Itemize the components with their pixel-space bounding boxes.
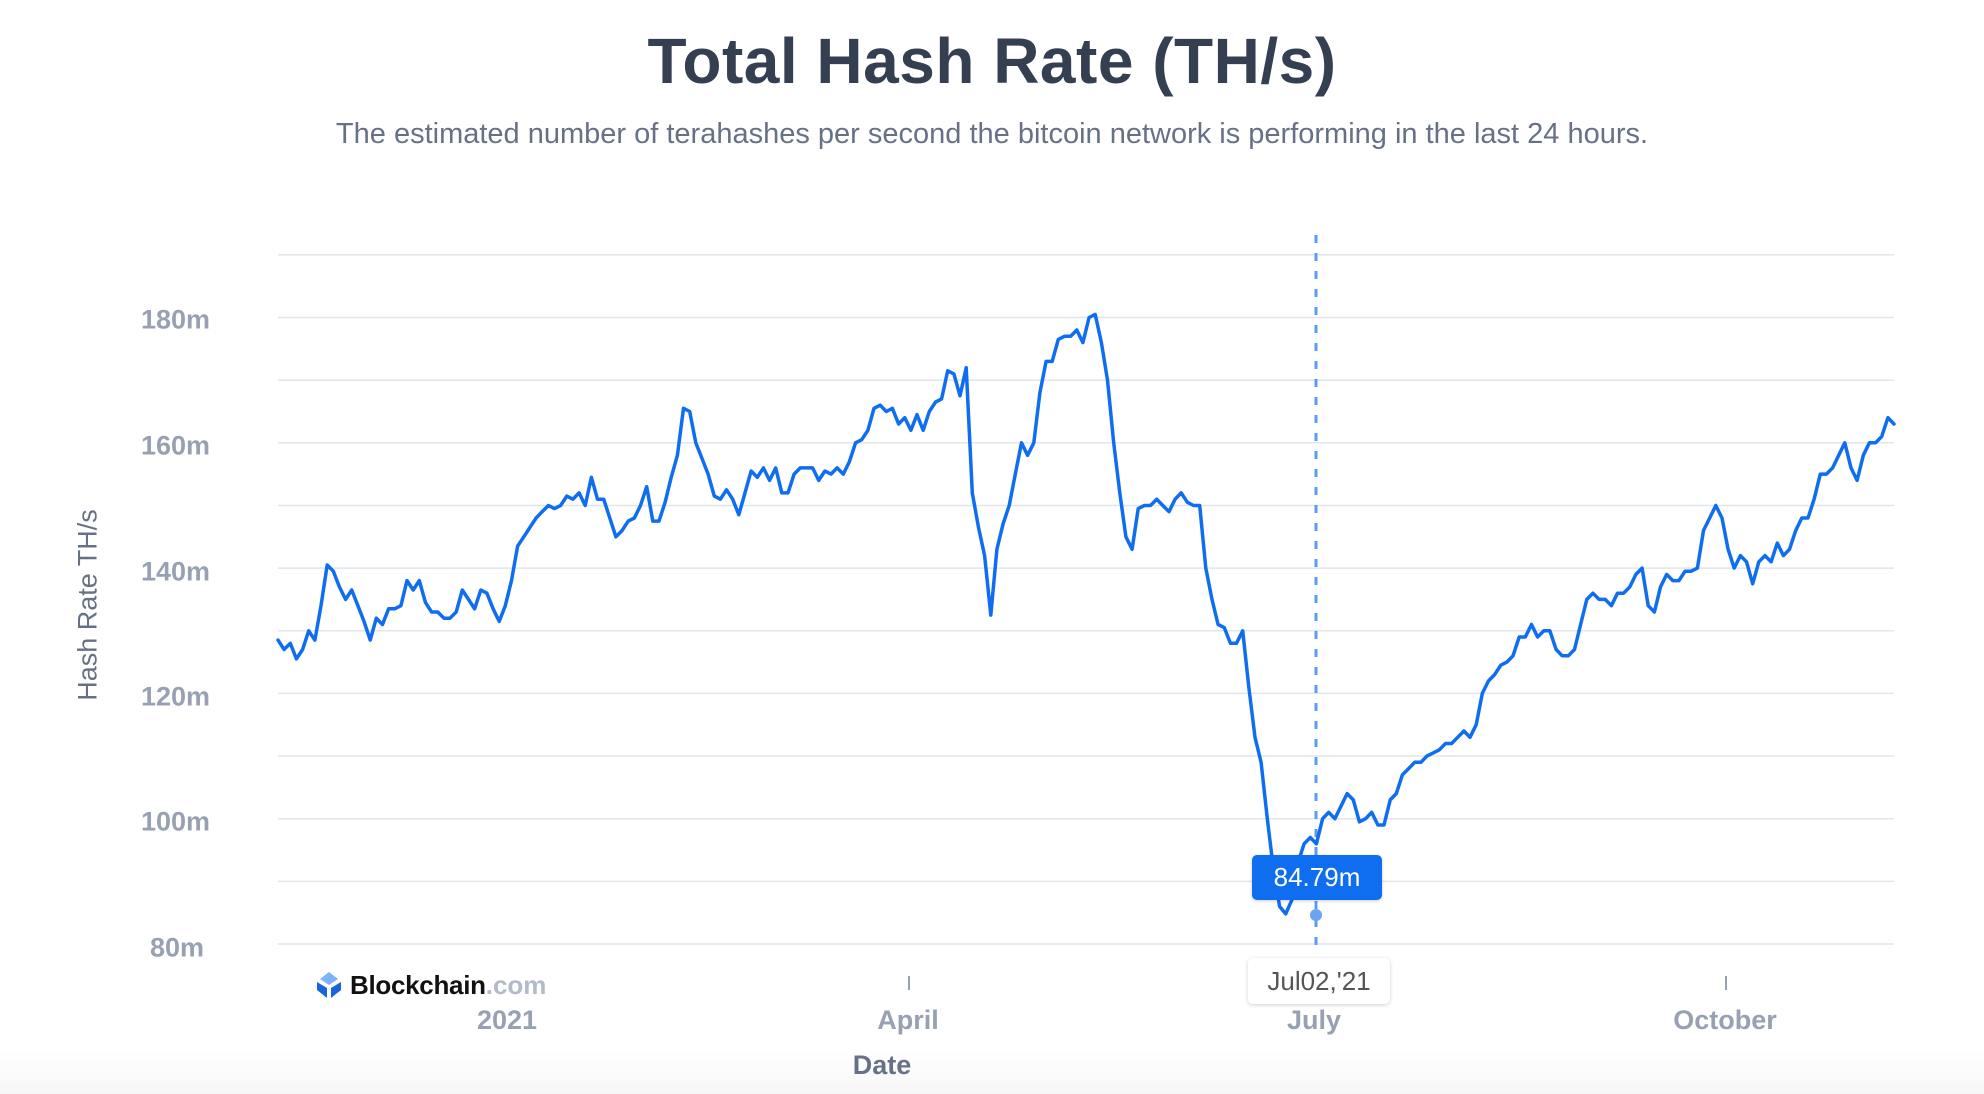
brand-name: Blockchain <box>350 969 486 1000</box>
gridlines <box>278 254 1894 945</box>
x-tick-july: July <box>1286 1005 1342 1035</box>
highlight-point[interactable] <box>1310 909 1322 921</box>
brand-tld: .com <box>485 969 547 1000</box>
plot-area[interactable] <box>0 0 1984 1000</box>
hash-rate-line <box>276 312 1896 916</box>
x-tick-2021: 2021 <box>476 1005 538 1035</box>
y-tick-140m: 140m <box>140 556 210 587</box>
blockchain-cube-icon <box>317 972 341 998</box>
y-tick-160m: 160m <box>140 430 210 461</box>
chart-title: Total Hash Rate (TH/s) <box>647 25 1337 97</box>
x-tick-october: October <box>1673 1005 1777 1035</box>
value-tooltip: 84.79m <box>1252 855 1382 900</box>
y-tick-80m: 80m <box>149 932 204 963</box>
date-tooltip: Jul02,'21 <box>1248 958 1390 1004</box>
x-tick-mark-october <box>1725 976 1727 990</box>
y-tick-100m: 100m <box>140 806 210 837</box>
x-tick-april: April <box>877 1005 939 1035</box>
blockchain-logo[interactable]: Blockchain .com <box>314 968 546 1002</box>
x-axis-title: Date <box>852 1050 912 1080</box>
chart-subtitle: The estimated number of terahashes per s… <box>335 118 1649 150</box>
y-tick-180m: 180m <box>140 304 210 335</box>
x-tick-mark-april <box>908 976 910 990</box>
y-tick-120m: 120m <box>140 681 210 712</box>
